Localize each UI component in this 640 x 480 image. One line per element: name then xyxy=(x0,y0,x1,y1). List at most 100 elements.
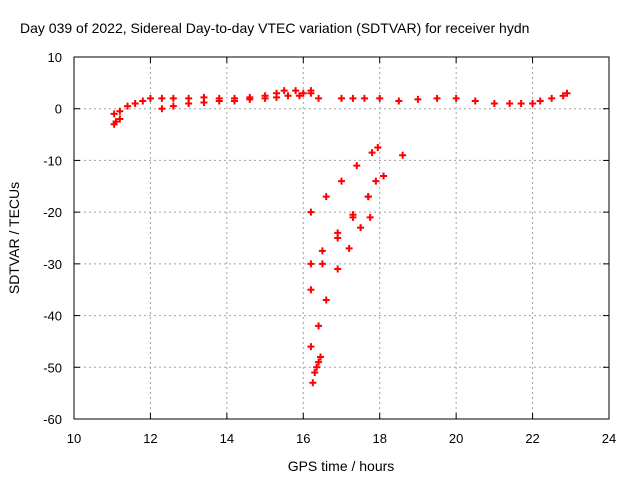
data-point xyxy=(357,224,365,232)
data-point xyxy=(529,100,537,108)
data-point xyxy=(349,213,357,221)
data-point xyxy=(316,353,324,361)
data-point xyxy=(517,100,525,108)
data-point xyxy=(452,94,460,102)
data-point xyxy=(158,94,166,102)
data-point xyxy=(433,94,441,102)
data-point xyxy=(307,286,315,294)
data-track xyxy=(529,89,571,108)
y-tick-label: -60 xyxy=(43,412,62,427)
y-tick-label: -10 xyxy=(43,153,62,168)
data-point xyxy=(315,358,323,366)
data-point xyxy=(246,95,254,103)
data-track xyxy=(307,177,380,294)
data-points xyxy=(110,87,571,387)
data-point xyxy=(345,244,353,252)
data-point xyxy=(280,87,288,95)
data-point xyxy=(353,162,361,170)
y-tick-label: -30 xyxy=(43,257,62,272)
plot-frame xyxy=(73,56,610,420)
data-track xyxy=(309,353,324,387)
data-track xyxy=(307,213,374,351)
data-point xyxy=(376,94,384,102)
data-point xyxy=(307,87,315,95)
data-point xyxy=(110,110,118,118)
data-track xyxy=(338,94,525,108)
data-point xyxy=(231,97,238,105)
data-point xyxy=(309,379,317,387)
data-point xyxy=(215,97,223,105)
data-point xyxy=(169,94,177,102)
data-point xyxy=(559,92,567,100)
data-point xyxy=(112,118,120,126)
data-point xyxy=(131,100,139,108)
data-point xyxy=(322,296,330,304)
data-point xyxy=(185,100,193,108)
x-tick-label: 14 xyxy=(220,431,234,446)
data-point xyxy=(548,94,556,102)
data-point xyxy=(311,368,319,376)
data-point xyxy=(334,234,342,242)
y-tick-label: -50 xyxy=(43,360,62,375)
data-point xyxy=(318,260,326,268)
y-tick-label: -40 xyxy=(43,309,62,324)
data-point xyxy=(313,363,321,371)
data-point xyxy=(307,343,315,351)
data-point xyxy=(315,94,323,102)
data-point xyxy=(414,95,422,103)
data-point xyxy=(364,193,372,201)
data-point xyxy=(273,93,281,101)
axis-ticks xyxy=(73,56,610,420)
x-tick-label: 24 xyxy=(602,431,616,446)
chart-title: Day 039 of 2022, Sidereal Day-to-day VTE… xyxy=(20,20,529,36)
data-point xyxy=(372,177,380,185)
data-track xyxy=(307,144,382,216)
data-point xyxy=(399,151,407,159)
data-point xyxy=(334,265,342,273)
data-point xyxy=(295,92,303,100)
data-point xyxy=(139,97,147,105)
data-point xyxy=(124,102,131,110)
data-point xyxy=(116,107,124,115)
data-point xyxy=(292,87,300,95)
data-point xyxy=(307,208,315,216)
y-tick-label: 10 xyxy=(48,50,62,65)
x-tick-label: 22 xyxy=(525,431,539,446)
data-point xyxy=(380,172,388,180)
x-tick-label: 20 xyxy=(449,431,463,446)
data-point xyxy=(169,102,177,110)
data-point xyxy=(158,105,166,113)
data-point xyxy=(284,92,292,100)
x-tick-label: 16 xyxy=(296,431,310,446)
grid-lines xyxy=(74,57,609,419)
data-point xyxy=(146,94,154,102)
data-point xyxy=(506,100,514,108)
data-point xyxy=(338,94,345,102)
data-point xyxy=(374,144,382,151)
data-track xyxy=(158,92,303,113)
tick-labels: 10 12 14 16 18 20 22 24 10 0 -10 -20 -30 -40 -50 -60 xyxy=(43,50,616,446)
data-point xyxy=(360,94,368,102)
data-point xyxy=(366,213,374,221)
y-tick-label: -20 xyxy=(43,205,62,220)
data-point xyxy=(490,100,498,108)
x-tick-label: 10 xyxy=(67,431,81,446)
data-point xyxy=(338,177,345,185)
data-point xyxy=(395,97,403,105)
y-axis-title: SDTVAR / TECUs xyxy=(6,182,22,294)
data-track xyxy=(110,87,315,118)
x-axis-title: GPS time / hours xyxy=(288,458,395,474)
data-point xyxy=(349,94,357,102)
data-point xyxy=(322,193,330,201)
data-track xyxy=(110,115,124,128)
x-tick-label: 12 xyxy=(143,431,157,446)
data-point xyxy=(318,247,326,255)
y-tick-label: 0 xyxy=(55,102,62,117)
data-track xyxy=(307,87,323,102)
x-tick-label: 18 xyxy=(372,431,386,446)
data-point xyxy=(261,94,269,102)
data-point xyxy=(536,97,544,105)
data-point xyxy=(368,149,376,157)
data-point xyxy=(299,89,307,97)
